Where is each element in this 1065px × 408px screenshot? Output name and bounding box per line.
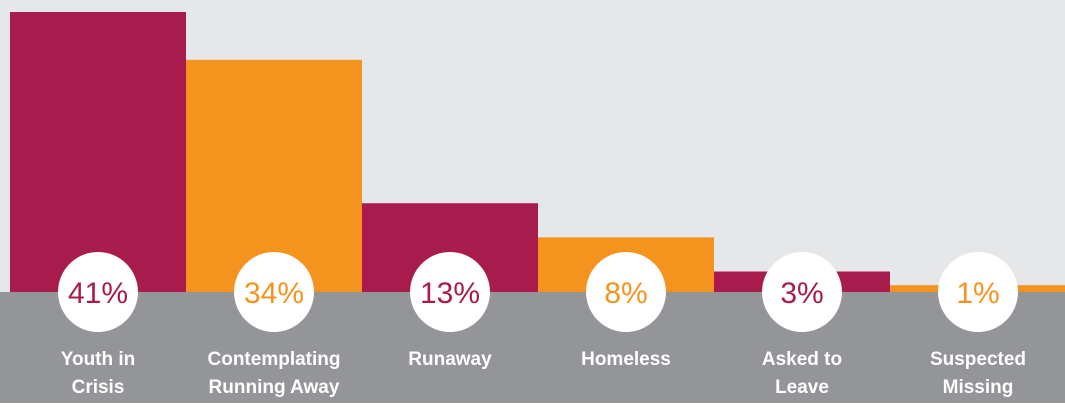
data-label-homeless: 8%	[604, 277, 647, 310]
badges-layer: 41% 34% 13% 8% 3% 1%	[58, 252, 1018, 332]
value-badge-runaway	[410, 252, 490, 332]
value-badge-asked-to-leave	[762, 252, 842, 332]
data-label-contemplating-running-away: 34%	[244, 277, 304, 310]
category-label-suspected-missing: Suspected Missing	[890, 346, 1065, 402]
category-label-line: Runaway	[408, 349, 492, 370]
category-label-line: Suspected	[929, 349, 1027, 370]
category-label-contemplating-running-away: Contemplating Running Away	[186, 346, 362, 402]
bar-youth-in-crisis	[10, 12, 186, 292]
category-band	[0, 292, 1065, 403]
category-label-line: Homeless	[581, 349, 671, 370]
category-label-line: Crisis	[71, 377, 125, 398]
data-label-asked-to-leave: 3%	[780, 277, 823, 310]
category-label-runaway: Runaway	[362, 346, 538, 374]
value-badge-youth-in-crisis	[58, 252, 138, 332]
category-label-homeless: Homeless	[538, 346, 714, 374]
category-label-youth-in-crisis: Youth in Crisis	[10, 346, 186, 402]
category-label-line: Youth in	[60, 349, 136, 370]
value-badge-suspected-missing	[938, 252, 1018, 332]
category-label-line: Missing	[942, 377, 1014, 398]
data-label-youth-in-crisis: 41%	[68, 277, 128, 310]
category-label-line: Leave	[775, 377, 829, 398]
value-badge-homeless	[586, 252, 666, 332]
data-label-runaway: 13%	[420, 277, 480, 310]
category-label-line: Contemplating	[207, 349, 341, 370]
category-label-asked-to-leave: Asked to Leave	[714, 346, 890, 402]
data-label-suspected-missing: 1%	[956, 277, 999, 310]
category-label-line: Asked to	[761, 349, 843, 370]
category-label-line: Running Away	[208, 377, 340, 398]
value-badge-contemplating-running-away	[234, 252, 314, 332]
